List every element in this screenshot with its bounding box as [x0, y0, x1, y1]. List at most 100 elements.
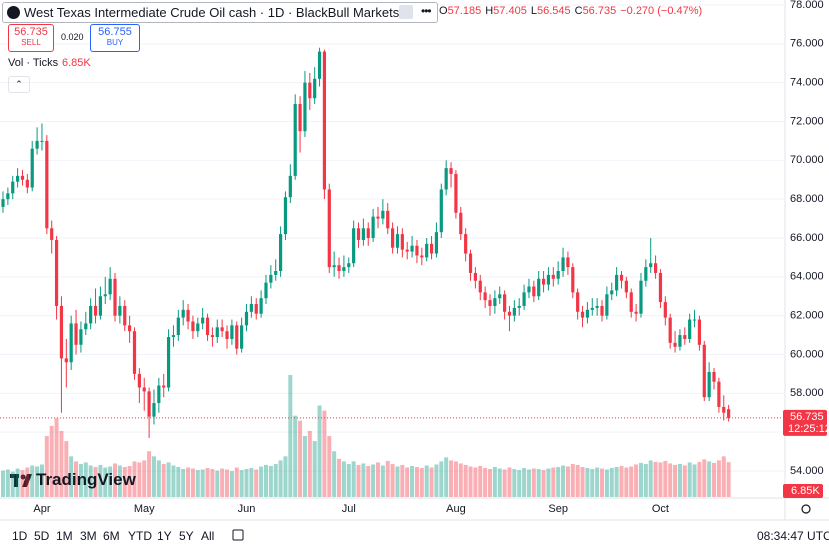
- volume-bar: [444, 457, 449, 497]
- volume-bar: [405, 467, 410, 497]
- candle-body: [235, 325, 239, 349]
- x-tick-label: Oct: [652, 503, 669, 515]
- candle-body: [264, 282, 268, 299]
- y-tick-label: 64.000: [790, 271, 824, 283]
- period-button[interactable]: 1Y: [157, 529, 172, 543]
- candle-body: [356, 228, 361, 240]
- candle-body: [152, 403, 156, 417]
- volume-bar: [716, 460, 721, 497]
- candle-body: [464, 234, 468, 254]
- volume-bar: [546, 468, 551, 497]
- volume-bar: [424, 465, 429, 497]
- volume-bar: [400, 464, 405, 497]
- period-button[interactable]: 5Y: [179, 529, 194, 543]
- candle-body: [541, 278, 546, 285]
- candle-body: [20, 175, 25, 180]
- candle-body: [405, 249, 409, 252]
- volume-bar: [151, 456, 156, 497]
- volume-bar: [536, 469, 541, 497]
- candle-body: [605, 294, 609, 316]
- candle-body: [332, 265, 336, 268]
- volume-bar: [190, 468, 195, 497]
- volume-bar: [64, 441, 69, 497]
- volume-label-box: [783, 484, 823, 498]
- candle-body: [98, 296, 102, 316]
- eye-icon[interactable]: [399, 5, 413, 19]
- candle-body: [653, 263, 658, 273]
- candle-body: [64, 358, 68, 363]
- volume-bar: [273, 463, 278, 497]
- volume-bar: [663, 460, 668, 497]
- candle-body: [376, 216, 380, 219]
- candle-body: [439, 189, 443, 233]
- period-button[interactable]: 5D: [34, 529, 50, 543]
- sell-button[interactable]: 56.735 SELL: [8, 24, 54, 52]
- volume-bar: [210, 469, 215, 497]
- period-button[interactable]: YTD: [128, 529, 152, 543]
- last-price-label: 56.735: [790, 411, 824, 423]
- candle-body: [181, 309, 185, 318]
- buy-price: 56.755: [98, 26, 132, 38]
- candle-body: [585, 309, 589, 318]
- more-icon[interactable]: •••: [421, 4, 432, 18]
- volume-bar: [721, 456, 726, 497]
- volume-bar: [234, 467, 239, 497]
- symbol-icon: [7, 6, 20, 19]
- candle-body: [415, 245, 419, 256]
- candle-body: [303, 82, 307, 132]
- volume-bar: [25, 467, 30, 497]
- volume-bar: [5, 469, 10, 497]
- candle-body: [162, 385, 166, 388]
- y-tick-label: 78.000: [790, 0, 824, 11]
- volume-bar: [429, 467, 434, 497]
- x-tick-label: Sep: [548, 503, 568, 515]
- volume-bar: [200, 469, 205, 497]
- candle-body: [702, 344, 706, 398]
- volume-bar: [570, 463, 575, 497]
- volume-bar: [609, 468, 614, 497]
- volume-bar: [103, 467, 108, 497]
- calendar-icon[interactable]: [232, 529, 244, 541]
- volume-bar: [244, 469, 249, 497]
- candle-body: [610, 290, 614, 295]
- volume-bar: [351, 461, 356, 497]
- candle-body: [473, 272, 477, 281]
- y-tick-label: 74.000: [790, 77, 824, 89]
- volume-bar: [687, 462, 692, 497]
- volume-bar: [726, 462, 731, 497]
- period-button[interactable]: 1M: [56, 529, 73, 543]
- candle-body: [483, 292, 487, 301]
- collapse-button[interactable]: ⌃: [8, 76, 30, 93]
- candle-body: [619, 274, 624, 281]
- period-button[interactable]: All: [201, 529, 215, 543]
- volume-bar: [473, 467, 478, 497]
- spread: 0.020: [61, 32, 84, 42]
- sell-price: 56.735: [14, 26, 48, 38]
- volume-bar: [410, 465, 415, 497]
- gear[interactable]: [801, 504, 811, 514]
- volume-bar: [147, 451, 152, 497]
- period-button[interactable]: 3M: [80, 529, 97, 543]
- buy-button[interactable]: 56.755 BUY: [90, 24, 140, 52]
- candle-body: [512, 307, 516, 316]
- volume-bar: [492, 467, 497, 497]
- volume-bar: [677, 463, 682, 497]
- volume-bar: [317, 405, 322, 497]
- volume-bar: [15, 468, 20, 497]
- volume-bar: [137, 462, 142, 497]
- candle-body: [205, 317, 210, 336]
- candle-body: [527, 286, 531, 293]
- candle-body: [639, 280, 643, 314]
- candle-body: [707, 371, 711, 398]
- period-button[interactable]: 1D: [12, 529, 28, 543]
- volume-bar: [254, 469, 259, 497]
- settings-icon[interactable]: [801, 504, 811, 514]
- ohlc-letter: L: [530, 5, 537, 17]
- title-box[interactable]: West Texas Intermediate Crude Oil cash ·…: [2, 2, 438, 23]
- period-button[interactable]: 6M: [103, 529, 120, 543]
- volume-bar: [595, 467, 600, 497]
- candle-body: [434, 232, 439, 254]
- candle-body: [566, 257, 570, 268]
- volume-bar: [195, 470, 200, 497]
- candle-body: [157, 385, 161, 404]
